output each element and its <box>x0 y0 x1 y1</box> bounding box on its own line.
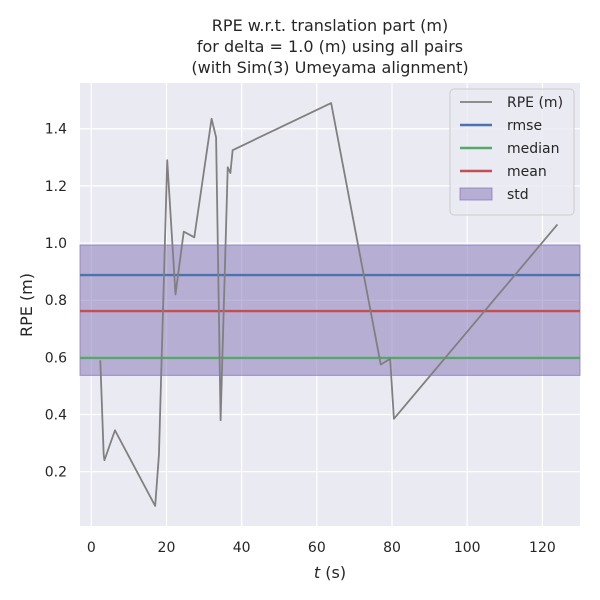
x-axis-label: t (s) <box>314 563 346 582</box>
x-tick-label: 60 <box>308 540 326 556</box>
y-tick-label: 1.4 <box>45 122 67 138</box>
y-tick-label: 1.0 <box>45 236 67 252</box>
series-layer <box>99 102 559 507</box>
title-line-2: for delta = 1.0 (m) using all pairs <box>197 37 463 56</box>
title-line-1: RPE w.r.t. translation part (m) <box>212 16 448 35</box>
x-tick-label: 20 <box>158 540 176 556</box>
title-line-3: (with Sim(3) Umeyama alignment) <box>191 58 468 77</box>
x-tick-label: 0 <box>87 540 96 556</box>
x-tick-label: 40 <box>233 540 251 556</box>
x-axis-ticks: 0 20 40 60 80 100 120 <box>87 540 556 556</box>
legend-label: std <box>507 187 529 203</box>
chart-title: RPE w.r.t. translation part (m) for delt… <box>191 16 468 77</box>
x-axis-variable: t <box>314 563 321 582</box>
y-axis-label: RPE (m) <box>17 273 36 337</box>
y-axis-ticks: 0.2 0.4 0.6 0.8 1.0 1.2 1.4 <box>45 122 67 481</box>
y-tick-label: 0.2 <box>45 465 67 481</box>
x-axis-unit: (s) <box>320 563 346 582</box>
legend-label: median <box>507 141 559 157</box>
legend-box <box>449 88 575 216</box>
x-tick-label: 120 <box>529 540 556 556</box>
y-tick-label: 0.4 <box>45 408 67 424</box>
x-tick-label: 80 <box>383 540 401 556</box>
legend-swatch <box>459 187 493 201</box>
x-tick-label: 100 <box>454 540 481 556</box>
rpe-series-line <box>99 102 559 507</box>
legend-label: RPE (m) <box>507 95 563 111</box>
legend-label: mean <box>507 164 547 180</box>
y-tick-label: 0.6 <box>45 350 67 366</box>
y-tick-label: 1.2 <box>45 179 67 195</box>
legend: RPE (m) rmse median mean std <box>449 88 575 216</box>
legend-label: rmse <box>507 118 542 134</box>
y-tick-label: 0.8 <box>45 293 67 309</box>
